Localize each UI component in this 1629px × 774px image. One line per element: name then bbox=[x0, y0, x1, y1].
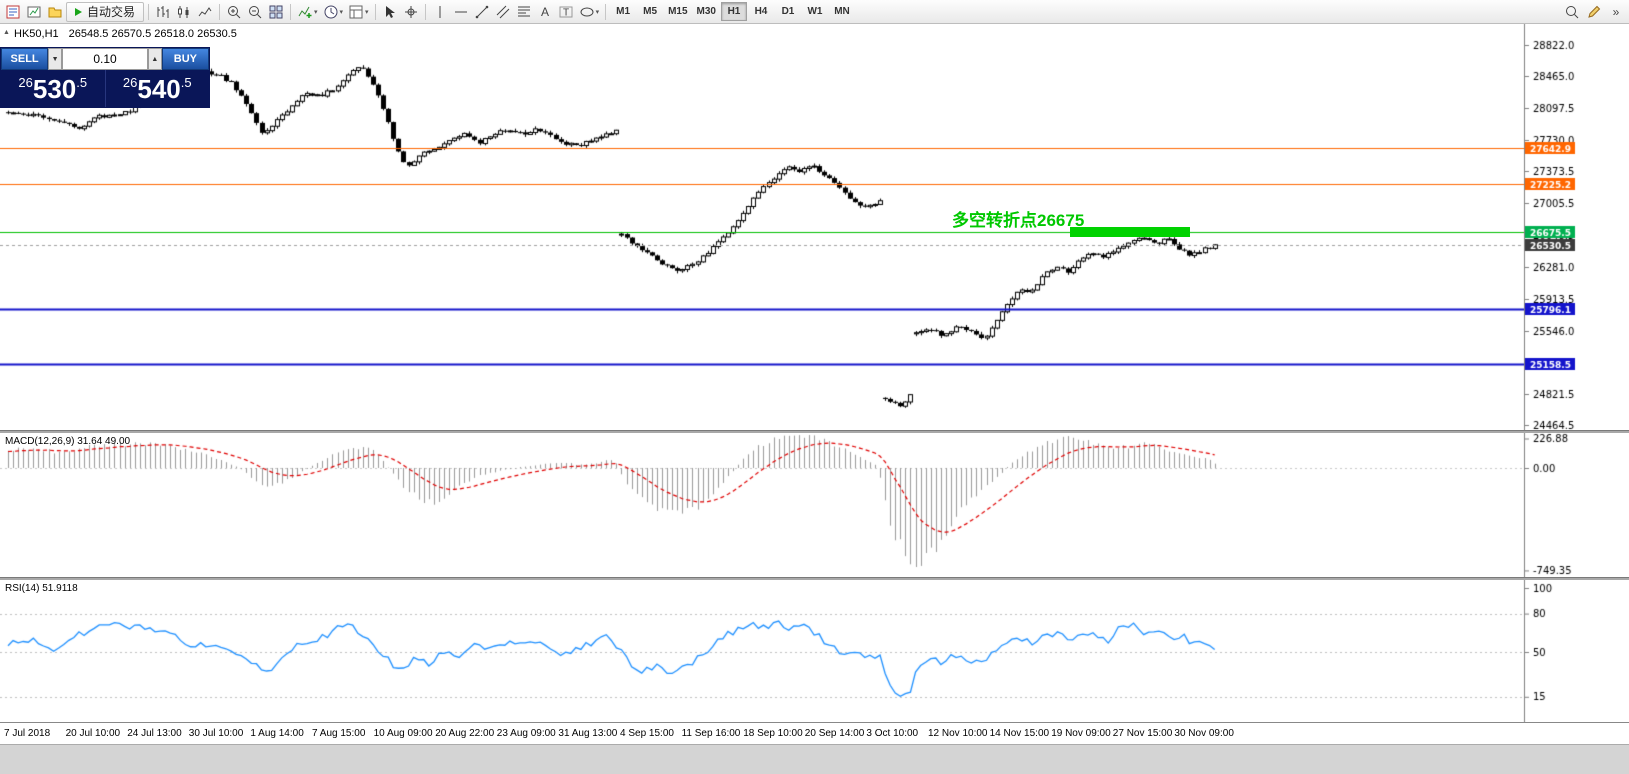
zoom-in-button[interactable] bbox=[224, 2, 244, 22]
timeframe-button-m30[interactable]: M30 bbox=[693, 2, 720, 21]
buy-button[interactable]: BUY bbox=[161, 48, 209, 70]
toolbar-right-group: » bbox=[1562, 2, 1626, 22]
time-axis-label: 18 Sep 10:00 bbox=[743, 728, 803, 739]
time-axis-label: 31 Aug 13:00 bbox=[558, 728, 618, 739]
time-axis-label: 3 Oct 10:00 bbox=[866, 728, 919, 739]
volume-up-button[interactable]: ▲ bbox=[148, 48, 162, 70]
time-axis-label: 1 Aug 14:00 bbox=[250, 728, 304, 739]
profiles-button[interactable] bbox=[45, 2, 65, 22]
trendline-button[interactable] bbox=[472, 2, 492, 22]
autotrading-button[interactable]: 自动交易 bbox=[66, 1, 145, 22]
zoom-out-button[interactable] bbox=[245, 2, 265, 22]
channel-button[interactable] bbox=[493, 2, 513, 22]
chevron-down-icon: ▾ bbox=[339, 8, 344, 16]
timeframe-button-h4[interactable]: H4 bbox=[748, 2, 774, 21]
volume-input[interactable] bbox=[62, 48, 148, 70]
toolbar-separator bbox=[219, 3, 221, 20]
timeframe-button-m1[interactable]: M1 bbox=[610, 2, 636, 21]
volume-down-button[interactable]: ▼ bbox=[48, 48, 62, 70]
sell-button[interactable]: SELL bbox=[1, 48, 49, 70]
chevron-down-icon: ▾ bbox=[314, 8, 318, 16]
chart-ohlc-readout: 26548.5 26570.5 26518.0 26530.5 bbox=[68, 28, 237, 40]
macd-indicator-label: MACD(12,26,9) 31.64 49.00 bbox=[5, 436, 131, 447]
vertical-line-button[interactable] bbox=[430, 2, 450, 22]
timeframe-button-m5[interactable]: M5 bbox=[637, 2, 663, 21]
time-axis-label: 14 Nov 15:00 bbox=[989, 728, 1050, 739]
tile-windows-button[interactable] bbox=[266, 2, 286, 22]
time-axis[interactable]: 7 Jul 2018 20 Jul 10:00 24 Jul 13:00 30 Jul… bbox=[0, 722, 1629, 744]
bar-chart-button[interactable] bbox=[153, 2, 173, 22]
timeframe-button-mn[interactable]: MN bbox=[829, 2, 855, 21]
timeframe-button-m15[interactable]: M15 bbox=[664, 2, 691, 21]
search-button[interactable] bbox=[1562, 2, 1582, 22]
svg-text:T: T bbox=[563, 7, 569, 18]
trade-panel-quotes: 26 530.5 26 540.5 bbox=[1, 70, 209, 107]
edit-pencil-button[interactable] bbox=[1584, 2, 1604, 22]
pane-divider[interactable] bbox=[0, 430, 1629, 433]
text-button[interactable]: A bbox=[535, 2, 555, 22]
trade-panel-controls: SELL ▼ ▲ BUY bbox=[1, 48, 209, 70]
time-axis-label: 20 Aug 22:00 bbox=[435, 728, 495, 739]
pivot-highlight-bar[interactable] bbox=[1070, 227, 1190, 237]
macd-pane-canvas[interactable] bbox=[0, 433, 1629, 577]
buy-price[interactable]: 26 540.5 bbox=[104, 70, 210, 107]
rsi-indicator-label: RSI(14) 51.9118 bbox=[5, 583, 78, 594]
time-axis-label: 4 Sep 15:00 bbox=[620, 728, 674, 739]
new-order-button[interactable] bbox=[3, 2, 23, 22]
time-axis-label: 20 Jul 10:00 bbox=[65, 728, 121, 739]
toolbar-separator bbox=[605, 3, 607, 20]
pane-divider[interactable] bbox=[0, 577, 1629, 580]
chevron-down-icon: ▾ bbox=[595, 8, 600, 16]
play-icon bbox=[75, 7, 82, 16]
time-axis-label: 23 Aug 09:00 bbox=[496, 728, 556, 739]
time-axis-label: 7 Aug 15:00 bbox=[312, 728, 366, 739]
time-axis-label: 27 Nov 15:00 bbox=[1112, 728, 1173, 739]
new-chart-button[interactable] bbox=[24, 2, 44, 22]
label-button[interactable]: T bbox=[556, 2, 576, 22]
status-strip bbox=[0, 744, 1629, 774]
toolbar-separator bbox=[148, 3, 150, 20]
cursor-button[interactable] bbox=[380, 2, 400, 22]
templates-button[interactable]: ▾ bbox=[346, 2, 371, 22]
time-axis-label: 10 Aug 09:00 bbox=[373, 728, 433, 739]
time-axis-label: 11 Sep 16:00 bbox=[681, 728, 741, 739]
svg-text:A: A bbox=[541, 5, 549, 19]
timeframe-button-h1[interactable]: H1 bbox=[720, 2, 747, 21]
time-axis-label: 12 Nov 10:00 bbox=[928, 728, 988, 739]
time-axis-label: 19 Nov 09:00 bbox=[1051, 728, 1111, 739]
timeframe-toolbar: M1 M5 M15 M30 H1 H4 D1 W1 MN bbox=[610, 2, 855, 21]
timeframe-button-w1[interactable]: W1 bbox=[802, 2, 828, 21]
rsi-pane-canvas[interactable] bbox=[0, 580, 1629, 722]
crosshair-button[interactable] bbox=[401, 2, 421, 22]
time-axis-label: 20 Sep 14:00 bbox=[804, 728, 865, 739]
time-axis-label: 30 Jul 10:00 bbox=[188, 728, 244, 739]
time-axis-label: 7 Jul 2018 bbox=[4, 728, 51, 739]
fibonacci-button[interactable] bbox=[514, 2, 534, 22]
chart-symbol-period: HK50,H1 bbox=[14, 28, 59, 40]
one-click-toggle-icon[interactable]: ▲ bbox=[3, 29, 10, 36]
indicators-button[interactable]: ▾ bbox=[295, 2, 320, 22]
price-chart-canvas[interactable] bbox=[0, 24, 1629, 430]
toolbar-separator bbox=[374, 3, 376, 20]
pivot-annotation-text[interactable]: 多空转折点26675 bbox=[952, 211, 1085, 230]
periods-button[interactable]: ▾ bbox=[321, 2, 346, 22]
sell-price[interactable]: 26 530.5 bbox=[18, 73, 88, 104]
shapes-button[interactable]: ▾ bbox=[577, 2, 602, 22]
horizontal-line-button[interactable] bbox=[451, 2, 471, 22]
toolbar-separator bbox=[290, 3, 292, 20]
toolbar-separator bbox=[424, 3, 426, 20]
time-axis-label: 30 Nov 09:00 bbox=[1174, 728, 1234, 739]
toolbar: 自动交易 ▾ ▾ ▾ A T ▾ M1 M5 M15 M30 H1 H4 D1 W1 MN » bbox=[0, 0, 1629, 24]
timeframe-button-d1[interactable]: D1 bbox=[775, 2, 801, 21]
chevron-down-icon: ▾ bbox=[365, 8, 369, 16]
candlestick-button[interactable] bbox=[174, 2, 194, 22]
line-chart-button[interactable] bbox=[195, 2, 215, 22]
autotrading-label: 自动交易 bbox=[87, 5, 136, 19]
chart-title: HK50,H1 26548.5 26570.5 26518.0 26530.5 bbox=[14, 28, 237, 40]
chart-area: 7 Jul 2018 20 Jul 10:00 24 Jul 13:00 30 Jul… bbox=[0, 24, 1629, 774]
toolbar-overflow-button[interactable]: » bbox=[1606, 2, 1626, 22]
time-axis-label: 24 Jul 13:00 bbox=[127, 728, 182, 739]
